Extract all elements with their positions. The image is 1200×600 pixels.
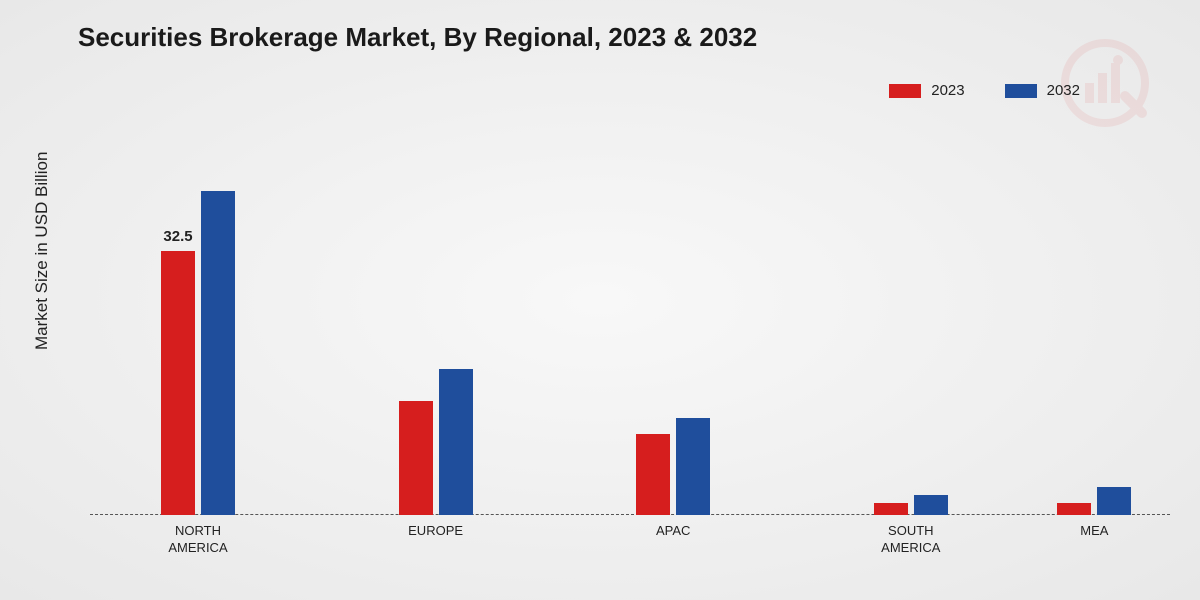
chart-plot-area: 32.5NORTH AMERICAEUROPEAPACSOUTH AMERICA…: [90, 150, 1170, 515]
bar: [399, 401, 433, 515]
chart-title: Securities Brokerage Market, By Regional…: [78, 22, 757, 53]
bar: [636, 434, 670, 515]
bar: [439, 369, 473, 515]
bar-value-label: 32.5: [163, 228, 192, 245]
bar: [161, 251, 195, 515]
y-axis-label: Market Size in USD Billion: [32, 152, 52, 350]
x-axis-label: MEA: [1080, 523, 1108, 540]
x-axis-label: NORTH AMERICA: [168, 523, 227, 557]
legend-item-2032: 2032: [1005, 82, 1080, 99]
legend-label-2023: 2023: [931, 82, 964, 99]
x-axis-label: SOUTH AMERICA: [881, 523, 940, 557]
bar: [676, 418, 710, 515]
bar: [1097, 487, 1131, 515]
x-axis-label: APAC: [656, 523, 690, 540]
legend-swatch-2032: [1005, 84, 1037, 98]
x-axis-label: EUROPE: [408, 523, 463, 540]
bar: [914, 495, 948, 515]
legend: 2023 2032: [889, 82, 1080, 99]
bar: [1057, 503, 1091, 515]
legend-label-2032: 2032: [1047, 82, 1080, 99]
legend-swatch-2023: [889, 84, 921, 98]
bar: [201, 191, 235, 515]
legend-item-2023: 2023: [889, 82, 964, 99]
baseline: [90, 514, 1170, 515]
bar: [874, 503, 908, 515]
